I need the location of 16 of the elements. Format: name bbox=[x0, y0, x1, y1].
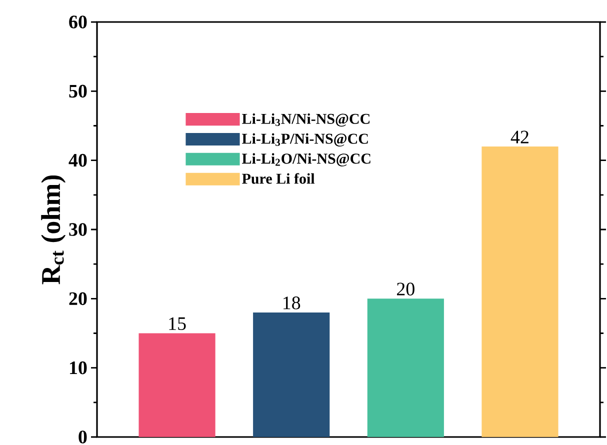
y-tick-label: 20 bbox=[69, 292, 87, 306]
data-label: 15 bbox=[169, 317, 186, 330]
y-tick-label: 30 bbox=[69, 223, 87, 236]
y-tick-label: 10 bbox=[70, 361, 87, 374]
legend-label: Li-Li$_{2}$O/Ni-NS@CC bbox=[242, 153, 370, 166]
y-tick-label: 50 bbox=[69, 84, 87, 98]
legend-label: Li-Li$_{3}$P/Ni-NS@CC bbox=[242, 133, 368, 147]
legend-label: Li-Li$_{3}$N/Ni-NS@CC bbox=[242, 113, 370, 127]
y-tick-label: 60 bbox=[69, 16, 87, 28]
data-label: 20 bbox=[396, 282, 414, 296]
y-tick-label: 0 bbox=[78, 430, 87, 444]
data-label: 42 bbox=[510, 130, 528, 144]
legend-label: Pure Li foil bbox=[242, 173, 315, 184]
y-axis-title: R$_{ct}$ (ohm) bbox=[41, 175, 66, 284]
data-label: 18 bbox=[284, 296, 300, 310]
y-tick-label: 40 bbox=[68, 154, 87, 167]
